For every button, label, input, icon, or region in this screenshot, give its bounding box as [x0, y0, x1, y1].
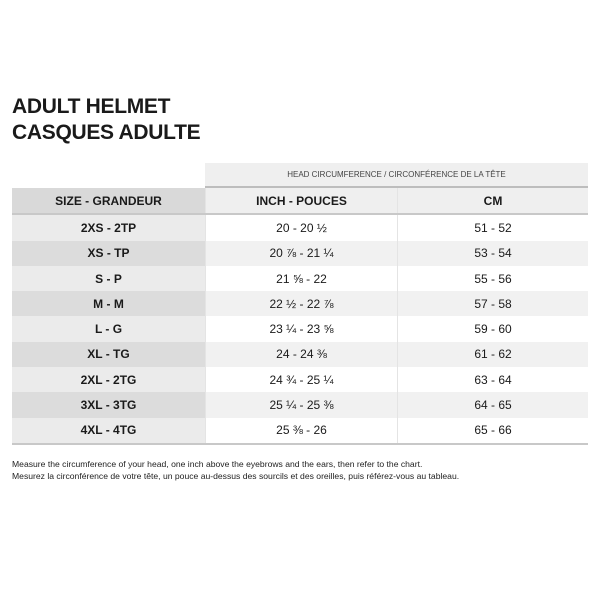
cm-cell: 57 - 58: [397, 291, 588, 317]
inch-cell: 20 ⅞ - 21 ¼: [205, 240, 398, 266]
measurement-note: Measure the circumference of your head, …: [12, 458, 459, 482]
cm-cell: 59 - 60: [397, 316, 588, 342]
cm-cell: 55 - 56: [397, 265, 588, 292]
inch-cell: 23 ¼ - 23 ⅝: [205, 316, 398, 342]
cm-cell: 61 - 62: [397, 341, 588, 368]
cm-cell: 51 - 52: [397, 214, 588, 241]
table-row: 4XL - 4TG 25 ⅜ - 26 65 - 66: [12, 417, 588, 445]
inch-cell: 20 - 20 ½: [205, 214, 398, 241]
page-title: ADULT HELMET CASQUES ADULTE: [12, 94, 201, 146]
title-english: ADULT HELMET: [12, 95, 171, 118]
cm-cell: 65 - 66: [397, 417, 588, 445]
column-header-cm: CM: [397, 188, 588, 216]
cm-cell: 53 - 54: [397, 240, 588, 266]
table-row: M - M 22 ½ - 22 ⅞ 57 - 58: [12, 291, 588, 317]
cm-cell: 64 - 65: [397, 392, 588, 418]
column-header-size: SIZE - GRANDEUR: [12, 188, 206, 216]
table-row: 2XS - 2TP 20 - 20 ½ 51 - 52: [12, 214, 588, 241]
table-row: XS - TP 20 ⅞ - 21 ¼ 53 - 54: [12, 240, 588, 266]
size-cell: S - P: [12, 265, 206, 292]
inch-cell: 25 ¼ - 25 ⅜: [205, 392, 398, 418]
table-header-row: SIZE - GRANDEUR INCH - POUCES CM: [12, 188, 588, 216]
table-row: 3XL - 3TG 25 ¼ - 25 ⅜ 64 - 65: [12, 392, 588, 418]
inch-cell: 24 ¾ - 25 ¼: [205, 367, 398, 393]
inch-cell: 24 - 24 ⅜: [205, 341, 398, 368]
size-cell: XS - TP: [12, 240, 206, 266]
table-row: XL - TG 24 - 24 ⅜ 61 - 62: [12, 341, 588, 368]
table-row: S - P 21 ⅝ - 22 55 - 56: [12, 265, 588, 292]
inch-cell: 22 ½ - 22 ⅞: [205, 291, 398, 317]
size-cell: 2XS - 2TP: [12, 214, 206, 241]
cm-cell: 63 - 64: [397, 367, 588, 393]
title-french: CASQUES ADULTE: [12, 121, 201, 144]
size-cell: 2XL - 2TG: [12, 367, 206, 393]
column-header-inch: INCH - POUCES: [205, 188, 398, 216]
size-cell: M - M: [12, 291, 206, 317]
size-cell: XL - TG: [12, 341, 206, 368]
size-cell: 3XL - 3TG: [12, 392, 206, 418]
size-chart-table: SIZE - GRANDEUR INCH - POUCES CM 2XS - 2…: [12, 188, 588, 445]
note-french: Mesurez la circonférence de votre tête, …: [12, 471, 460, 481]
table-row: 2XL - 2TG 24 ¾ - 25 ¼ 63 - 64: [12, 367, 588, 393]
table-row: L - G 23 ¼ - 23 ⅝ 59 - 60: [12, 316, 588, 342]
inch-cell: 21 ⅝ - 22: [205, 265, 398, 292]
size-cell: 4XL - 4TG: [12, 417, 206, 445]
note-english: Measure the circumference of your head, …: [12, 459, 423, 469]
inch-cell: 25 ⅜ - 26: [205, 417, 398, 445]
size-cell: L - G: [12, 316, 206, 342]
head-circumference-header: HEAD CIRCUMFERENCE / CIRCONFÉRENCE DE LA…: [205, 163, 588, 188]
